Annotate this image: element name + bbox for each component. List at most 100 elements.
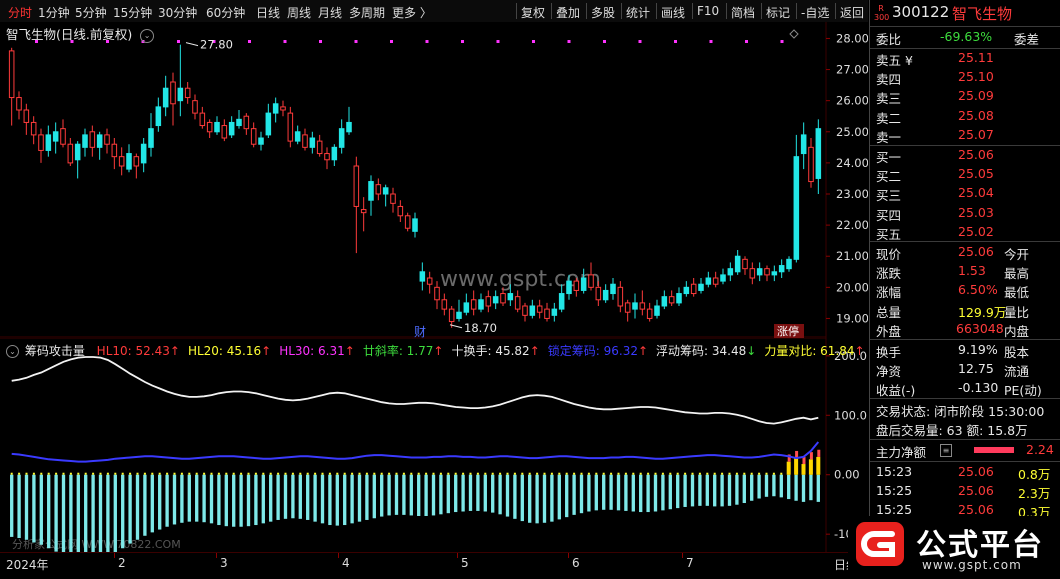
- trend-arrow-icon: ↑: [637, 344, 649, 358]
- tool-button-5[interactable]: F10: [697, 4, 720, 18]
- list-icon[interactable]: ≡: [940, 444, 952, 457]
- stat-label: 涨幅: [876, 285, 902, 301]
- tab-10[interactable]: 更多 〉: [392, 6, 432, 20]
- month-label-4: 5: [461, 556, 469, 570]
- axis-tick: [457, 553, 458, 558]
- tab-5[interactable]: 60分钟: [206, 6, 246, 20]
- candle: [544, 302, 550, 322]
- indicator-value-5: 锁定筹码: 96.32↑: [548, 344, 648, 358]
- bid-level-label: 买五: [876, 226, 902, 242]
- candle: [177, 44, 184, 117]
- candle: [382, 184, 389, 207]
- stat-row: 现价 25.06 今开: [876, 244, 1056, 263]
- stat-value: 1.53: [958, 263, 986, 279]
- candle: [148, 113, 154, 157]
- tab-7[interactable]: 周线: [287, 6, 312, 20]
- bid-level-label: 买三: [876, 188, 902, 204]
- tick-volume: 2.3万: [1018, 486, 1051, 502]
- trend-arrow-icon: ↑: [854, 344, 865, 358]
- tool-button-7[interactable]: 标记: [766, 6, 791, 20]
- tool-button-2[interactable]: 多股: [591, 6, 616, 20]
- tool-button-9[interactable]: 返回: [840, 6, 865, 20]
- ask-row: 卖一 25.07: [876, 127, 1056, 146]
- stat-label-right: PE(动): [1004, 383, 1042, 399]
- after-hours-row: 盘后交易量: 63 额: 15.8万: [876, 420, 1056, 439]
- indicator-value-text: 锁定筹码: 96.32: [547, 344, 638, 358]
- ask-row: 卖三 25.09: [876, 88, 1056, 107]
- tab-6[interactable]: 日线: [256, 6, 281, 20]
- tick-price: 25.06: [958, 483, 994, 499]
- indicator-value-text: 十换手: 45.82: [451, 344, 530, 358]
- candle: [228, 116, 235, 138]
- tick-row: 15:25 25.06 2.3万: [876, 483, 1056, 502]
- indicator-value-2: HL30: 6.31↑: [279, 344, 355, 358]
- candle: [602, 284, 609, 303]
- candle: [404, 212, 411, 232]
- logo-url: www.gspt.com: [922, 558, 1022, 572]
- stat-row: 总量 129.9万 量比: [876, 302, 1056, 321]
- candle: [690, 278, 697, 297]
- bid-price: 25.03: [958, 204, 994, 220]
- candle: [118, 147, 125, 176]
- ask-price: 25.08: [958, 107, 994, 123]
- axis-tick: [114, 553, 115, 558]
- financial-report-marker[interactable]: 财: [414, 325, 426, 338]
- price-tick-label: 25.00: [836, 125, 868, 139]
- candle: [558, 284, 565, 313]
- tool-button-4[interactable]: 画线: [661, 6, 686, 20]
- toolbar-divider: [726, 3, 727, 19]
- candle: [712, 271, 719, 288]
- tool-button-6[interactable]: 简档: [731, 6, 756, 20]
- candle: [734, 250, 741, 275]
- price-tick-label: 27.00: [836, 63, 868, 77]
- candlestick-chart[interactable]: 28.00 27.00 26.00 25.00 24.00 23.00 22.00 21.00…: [0, 22, 868, 338]
- tab-0[interactable]: 分时: [8, 6, 33, 20]
- indicator-value-7: 力量对比: 61.84↑: [764, 344, 864, 358]
- candle: [720, 268, 726, 285]
- trend-arrow-icon: ↑: [529, 344, 540, 358]
- indicator-tick-label: 200.0: [834, 349, 867, 363]
- candle: [617, 281, 624, 313]
- trade-status-row: 交易状态: 闭市阶段 15:30:00: [876, 401, 1056, 420]
- stat-label: 涨跌: [876, 266, 902, 282]
- candle: [38, 128, 44, 163]
- candle: [492, 290, 499, 310]
- candle: [360, 197, 367, 232]
- main-net-row: 主力净额 ≡ 2.24: [876, 442, 1056, 461]
- candle: [250, 122, 257, 148]
- tab-1[interactable]: 1分钟: [38, 6, 70, 20]
- candle: [646, 302, 653, 322]
- tab-8[interactable]: 月线: [318, 6, 343, 20]
- chevron-down-icon[interactable]: ⌄: [140, 29, 155, 43]
- bid-price: 25.05: [958, 166, 994, 182]
- candle: [236, 110, 242, 129]
- tool-button-3[interactable]: 统计: [626, 6, 651, 20]
- stat-label-right: 流通: [1004, 364, 1030, 380]
- candle: [111, 138, 118, 170]
- candle: [16, 91, 22, 120]
- tab-2[interactable]: 5分钟: [75, 6, 107, 20]
- tool-button-1[interactable]: 叠加: [556, 6, 581, 20]
- candle: [243, 113, 250, 135]
- candle: [8, 47, 15, 126]
- stat-value: 12.75: [958, 361, 994, 377]
- tab-3[interactable]: 15分钟: [113, 6, 153, 20]
- chevron-down-icon[interactable]: ⌄: [6, 345, 19, 358]
- tab-9[interactable]: 多周期: [349, 6, 386, 20]
- candle: [529, 299, 536, 319]
- limit-up-marker[interactable]: 涨停: [777, 324, 799, 338]
- tool-button-0[interactable]: 复权: [521, 6, 546, 20]
- stock-name: 智飞生物: [952, 5, 1013, 23]
- power-bar: [808, 459, 813, 475]
- tool-button-8[interactable]: -自选: [801, 6, 830, 20]
- ask-row: 卖四 25.10: [876, 69, 1056, 88]
- candle: [778, 259, 785, 278]
- stat-label-right: 内盘: [1004, 323, 1030, 339]
- tick-time: 15:25: [876, 483, 913, 499]
- after-hours: 盘后交易量: 63 额: 15.8万: [876, 423, 1028, 438]
- tab-4[interactable]: 30分钟: [158, 6, 198, 20]
- toolbar-divider: [621, 3, 622, 19]
- candle: [463, 293, 470, 316]
- indicator-value-6: 浮动筹码: 34.48↓: [656, 344, 756, 358]
